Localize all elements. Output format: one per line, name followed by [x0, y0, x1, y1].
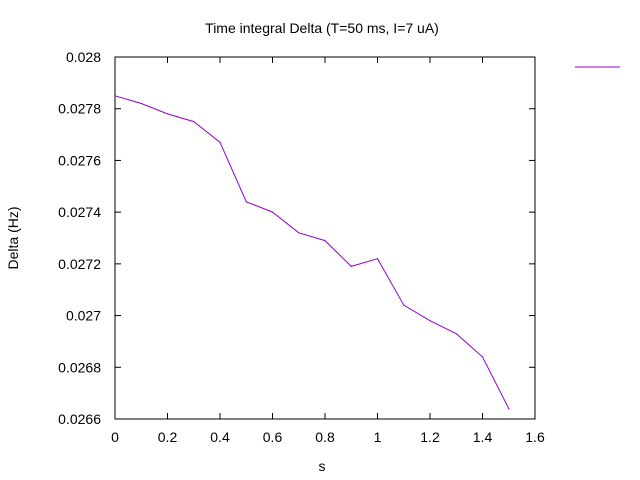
data-point: [245, 201, 247, 203]
x-tick-label: 0.6: [263, 429, 283, 445]
data-point: [271, 211, 274, 213]
x-tick-label: 1.2: [420, 429, 440, 445]
x-tick-label: 1.6: [525, 429, 545, 445]
y-tick-label: 0.0278: [58, 101, 101, 117]
x-tick-label: 0.8: [315, 429, 335, 445]
y-tick-label: 0.0268: [58, 359, 101, 375]
plot-area: [114, 56, 536, 420]
x-tick-label: 0.4: [210, 429, 230, 445]
data-point: [193, 121, 195, 123]
y-tick-label: 0.028: [66, 49, 101, 65]
data-point: [166, 113, 169, 115]
data-point: [403, 304, 405, 306]
y-tick-label: 0.0272: [58, 256, 101, 272]
data-point: [324, 239, 326, 242]
x-tick-label: 1: [374, 429, 382, 445]
x-tick-label: 0.2: [158, 429, 178, 445]
y-tick-label: 0.0266: [58, 411, 101, 427]
x-tick-label: 1.4: [473, 429, 493, 445]
y-axis-label: Delta (Hz): [5, 206, 21, 269]
chart-title: Time integral Delta (T=50 ms, I=7 uA): [205, 20, 439, 36]
data-point: [140, 102, 142, 105]
data-point: [114, 95, 116, 97]
data-point: [508, 408, 510, 410]
data-point: [350, 265, 352, 268]
y-axis: 0.0266 0.0268 0.027 0.0272 0.0274 0.0276 0.027…: [58, 49, 535, 427]
x-tick-label: 0: [111, 429, 119, 445]
data-point: [376, 258, 379, 260]
y-tick-label: 0.0274: [58, 204, 101, 220]
y-tick-label: 0.0276: [58, 152, 101, 168]
series-line: [114, 95, 510, 409]
data-point: [481, 356, 484, 358]
data-point: [455, 333, 457, 335]
data-point: [298, 232, 300, 234]
series-layer: [114, 95, 510, 410]
data-point: [429, 320, 431, 322]
x-axis-label: s: [319, 458, 326, 474]
x-axis: 0 0.2 0.4 0.6 0.8 1 1.2 1.4 1.6: [111, 57, 545, 445]
data-point: [219, 141, 221, 143]
y-tick-label: 0.027: [66, 308, 101, 324]
